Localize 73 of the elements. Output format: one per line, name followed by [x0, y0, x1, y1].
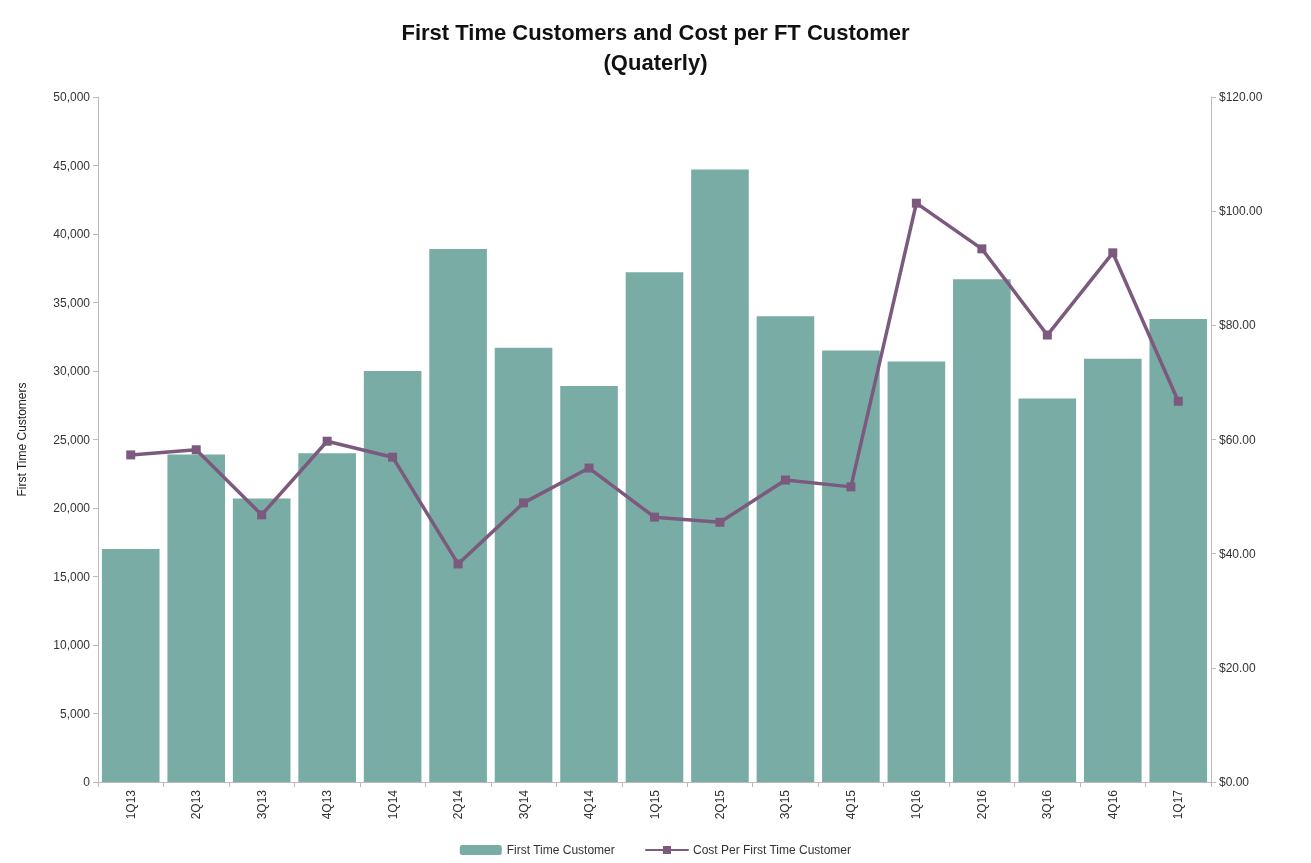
point: [453, 559, 463, 569]
y2-tick-label: $80.00: [1219, 318, 1257, 333]
bar: [953, 279, 1011, 782]
x-tick-label: 3Q16: [1040, 789, 1055, 820]
y-axis-title: First Time Customers: [15, 382, 29, 497]
legend-label: First Time Customer: [506, 843, 615, 857]
bar: [298, 453, 356, 782]
y-tick-label: 50,000: [53, 90, 91, 104]
y2-tick-label: $120.00: [1219, 90, 1263, 104]
point: [650, 512, 659, 522]
x-tick-label: 4Q16: [1105, 789, 1120, 820]
x-tick-label: 2Q14: [451, 789, 466, 820]
x-tick-label: 2Q13: [189, 789, 204, 820]
y-tick-label: 10,000: [53, 638, 91, 652]
bar: [822, 350, 880, 782]
point: [191, 445, 201, 455]
point: [911, 198, 921, 208]
point: [1173, 396, 1183, 406]
legend-label: Cost Per First Time Customer: [692, 843, 852, 857]
x-tick-label: 1Q16: [909, 789, 924, 820]
y-tick-label: 20,000: [53, 501, 91, 515]
point: [977, 244, 987, 254]
bar: [1018, 398, 1077, 782]
x-tick-label: 3Q14: [516, 789, 531, 820]
point: [519, 498, 529, 508]
point: [1108, 248, 1118, 258]
y2-tick-label: $60.00: [1219, 432, 1257, 447]
bar: [429, 249, 487, 782]
bar: [363, 371, 422, 782]
y-tick-label: 0: [83, 775, 91, 789]
bar: [887, 361, 946, 782]
x-tick-label: 3Q15: [778, 789, 793, 820]
bar: [232, 498, 291, 782]
point: [126, 450, 136, 460]
x-tick-label: 2Q16: [974, 789, 989, 820]
x-tick-label: 1Q14: [385, 789, 400, 820]
y-tick-label: 40,000: [53, 227, 91, 241]
y-tick-label: 35,000: [53, 295, 91, 310]
x-tick-label: 4Q14: [582, 789, 597, 820]
point: [715, 517, 725, 527]
bar: [167, 454, 226, 782]
bar: [494, 347, 553, 782]
bar: [625, 272, 684, 782]
x-tick-label: 3Q13: [254, 789, 269, 820]
point: [322, 436, 332, 446]
y-tick-label: 15,000: [53, 569, 91, 584]
y-tick-label: 25,000: [53, 432, 91, 447]
y-tick-label: 5,000: [59, 706, 91, 721]
point: [780, 475, 790, 485]
x-tick-label: 4Q13: [320, 789, 335, 820]
bar: [1083, 358, 1142, 782]
bar: [691, 169, 749, 782]
bar: [560, 386, 618, 782]
point: [257, 510, 267, 520]
x-tick-label: 4Q15: [843, 789, 858, 820]
y2-tick-label: $0.00: [1219, 775, 1250, 789]
point: [584, 463, 594, 473]
y2-tick-label: $40.00: [1219, 546, 1257, 561]
bar: [1149, 318, 1208, 782]
x-tick-label: 1Q13: [123, 789, 138, 820]
chart-title: First Time Customers and Cost per FT Customer (Quaterly): [401, 19, 910, 75]
point: [388, 452, 398, 462]
y-tick-label: 45,000: [53, 158, 91, 173]
point: [1042, 330, 1052, 340]
x-tick-label: 1Q17: [1171, 789, 1186, 820]
point: [846, 482, 856, 492]
y2-tick-label: $20.00: [1219, 660, 1257, 675]
y-tick-label: 30,000: [53, 364, 91, 378]
x-tick-label: 2Q15: [712, 789, 727, 820]
y2-tick-label: $100.00: [1219, 204, 1263, 219]
bar: [756, 316, 815, 782]
bar: [101, 549, 160, 782]
x-tick-label: 1Q15: [647, 789, 662, 820]
